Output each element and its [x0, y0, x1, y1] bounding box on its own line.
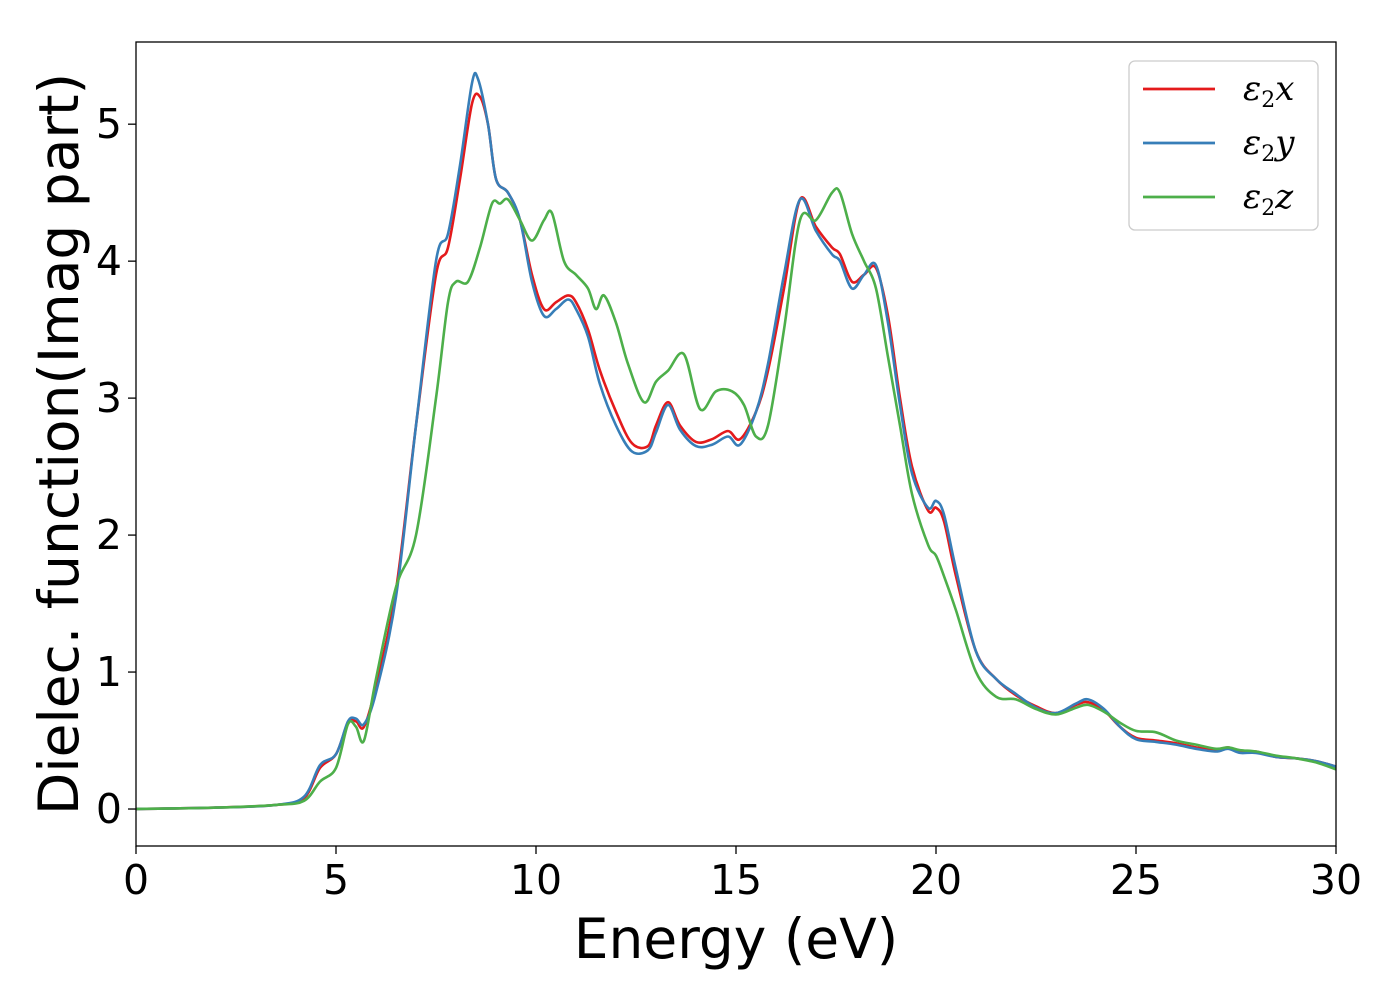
- x-tick-label: 30: [1310, 856, 1362, 904]
- x-tick-label: 0: [123, 856, 149, 904]
- y-tick-label: 2: [96, 511, 122, 559]
- legend-label-z: ε2z: [1243, 177, 1294, 221]
- series-layer: [135, 71, 1337, 811]
- y-tick-label: 4: [96, 237, 122, 285]
- y-axis-title: Dielec. function(Imag part): [27, 73, 91, 815]
- legend-label-y: ε2y: [1243, 123, 1295, 167]
- legend-box: [1128, 60, 1319, 231]
- y-tick-label: 0: [96, 785, 122, 833]
- y-tick-label: 1: [96, 648, 122, 696]
- y-tick-label: 3: [96, 374, 122, 422]
- x-tick-label: 5: [323, 856, 349, 904]
- x-axis-title: Energy (eV): [574, 907, 898, 971]
- legend: ε2x ε2y ε2z: [1128, 60, 1319, 231]
- y-axis: 0 1 2 3 4 5: [96, 100, 136, 833]
- x-tick-label: 20: [910, 856, 962, 904]
- y-tick-label: 5: [96, 100, 122, 148]
- x-tick-label: 15: [710, 856, 762, 904]
- series-line-y: [135, 71, 1337, 811]
- x-tick-label: 10: [510, 856, 562, 904]
- x-axis: 0 5 10 15 20 25 30: [123, 846, 1362, 904]
- legend-label-x: ε2x: [1243, 69, 1294, 113]
- x-tick-label: 25: [1110, 856, 1162, 904]
- series-line-z: [135, 187, 1337, 811]
